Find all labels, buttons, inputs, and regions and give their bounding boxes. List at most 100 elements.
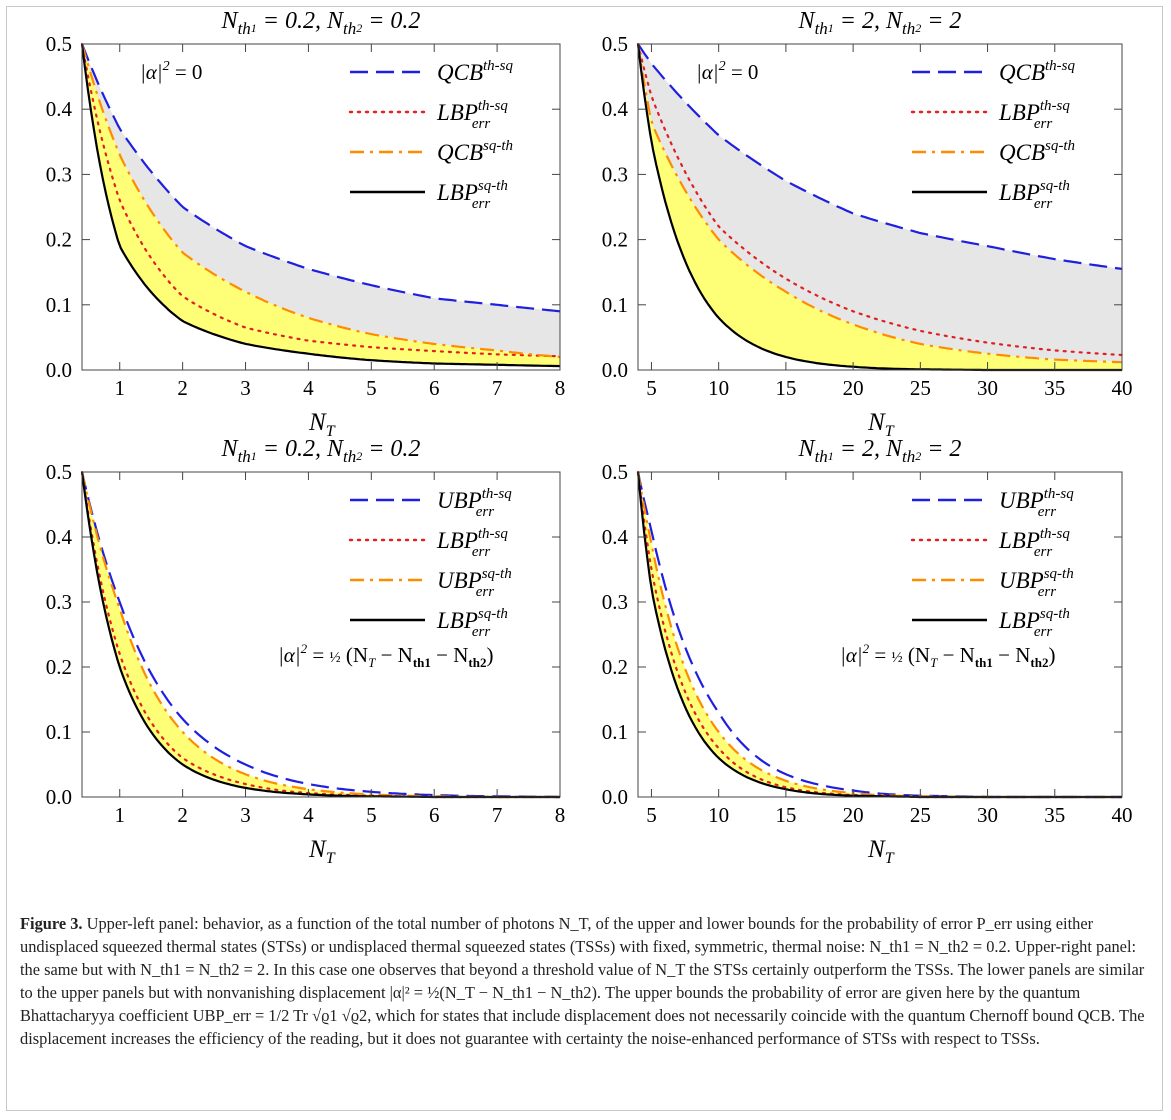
x-tick-label: 8 [555, 803, 566, 827]
x-tick-label: 30 [977, 376, 998, 400]
x-tick-label: 5 [646, 803, 657, 827]
x-tick-label: 25 [910, 803, 931, 827]
x-tick-label: 40 [1112, 376, 1133, 400]
x-tick-label: 2 [177, 376, 188, 400]
y-tick-label: 0.5 [46, 32, 72, 56]
y-tick-label: 0.3 [46, 162, 72, 186]
alpha-annotation: |α|2 = ½ (NT − Nth1 − Nth2) [840, 641, 1055, 670]
legend-label: LBPsq-th err [436, 606, 508, 640]
series-line-3 [80, 43, 561, 359]
legend-label: QCBsq-th [999, 138, 1075, 165]
x-tick-label: 4 [303, 803, 314, 827]
gray-fill-region [638, 44, 1122, 363]
panel-title: Nth1 = 0.2, Nth2 = 0.2 [221, 8, 421, 38]
x-tick-label: 5 [366, 376, 377, 400]
y-tick-label: 0.5 [602, 32, 628, 56]
y-tick-label: 0.2 [602, 228, 628, 252]
x-tick-label: 35 [1044, 376, 1065, 400]
panel-title: Nth1 = 0.2, Nth2 = 0.2 [221, 436, 421, 466]
chart-panel-2: 0.00.10.20.30.40.55 10 15 20 25 30 35 40NTNth1 … [602, 8, 1133, 440]
x-tick-label: 8 [555, 376, 566, 400]
panel-title: Nth1 = 2, Nth2 = 2 [798, 8, 962, 38]
x-tick-label: 3 [240, 803, 251, 827]
figure-frame [6, 6, 1163, 1111]
x-tick-label: 3 [240, 376, 251, 400]
x-tick-label: 5 [646, 376, 657, 400]
panel-title: Nth1 = 2, Nth2 = 2 [798, 436, 962, 466]
y-tick-label: 0.3 [602, 162, 628, 186]
legend-label: LBPth-sq err [998, 98, 1070, 132]
plot-frame [81, 471, 561, 798]
y-tick-label: 0.0 [46, 358, 72, 382]
x-tick-label: 7 [492, 376, 503, 400]
x-tick-label: 7 [492, 803, 503, 827]
legend-label: UBPsq-th err [437, 566, 512, 600]
y-tick-label: 0.1 [602, 720, 628, 744]
caption-text: Upper-left panel: behavior, as a functio… [20, 914, 1145, 1048]
x-tick-label: 6 [429, 803, 440, 827]
legend-label: UBPth-sq err [999, 486, 1074, 520]
x-tick-label: 35 [1044, 803, 1065, 827]
x-tick-label: 4 [303, 376, 314, 400]
x-tick-label: 15 [775, 803, 796, 827]
plot-frame [637, 43, 1123, 371]
legend-label: LBPth-sq err [998, 526, 1070, 560]
series-line-1 [637, 43, 1123, 270]
x-tick-label: 10 [708, 376, 729, 400]
x-tick-label: 20 [843, 803, 864, 827]
x-tick-label: 5 [366, 803, 377, 827]
plot-frame [81, 43, 561, 371]
y-tick-label: 0.4 [602, 97, 629, 121]
y-tick-label: 0.3 [46, 590, 72, 614]
chart-panel-4: 0.0 0.1 0.2 0.3 0.4 0.5 5 10 15 20 25 30 35 40 NT Nth1 … [602, 436, 1133, 867]
x-axis-label: NT [867, 836, 895, 867]
y-tick-label: 0.5 [46, 460, 72, 484]
x-tick-label: 15 [775, 376, 796, 400]
legend-label: QCBth-sq [437, 58, 514, 85]
legend-label: LBPsq-th err [436, 178, 508, 212]
alpha-annotation: |α|2 = 0 [696, 59, 758, 84]
y-tick-label: 0.0 [46, 785, 72, 809]
x-tick-label: 1 [114, 803, 125, 827]
caption-label: Figure 3. [20, 914, 83, 933]
x-tick-label: 30 [977, 803, 998, 827]
series-line-2 [80, 470, 562, 799]
legend-label: LBPsq-th err [998, 178, 1070, 212]
y-tick-label: 0.4 [46, 97, 73, 121]
y-tick-label: 0.0 [602, 358, 628, 382]
x-tick-label: 1 [114, 376, 125, 400]
y-tick-label: 0.4 [46, 525, 73, 549]
x-tick-label: 25 [910, 376, 931, 400]
legend-label: UBPth-sq err [437, 486, 512, 520]
x-tick-label: 20 [843, 376, 864, 400]
y-tick-label: 0.0 [602, 785, 628, 809]
legend-label: LBPsq-th err [998, 606, 1070, 640]
legend-label: LBPth-sq err [436, 98, 508, 132]
y-tick-label: 0.5 [602, 460, 628, 484]
y-tick-label: 0.4 [602, 525, 629, 549]
gray-fill-region [82, 44, 560, 357]
figure-caption: Figure 3. Upper-left panel: behavior, as… [20, 912, 1148, 1050]
plot-frame [637, 471, 1123, 798]
y-tick-label: 0.1 [46, 293, 72, 317]
y-tick-label: 0.2 [46, 655, 72, 679]
y-tick-label: 0.1 [46, 720, 72, 744]
legend-label: LBPth-sq err [436, 526, 508, 560]
figure-panels: 0.0 0.1 0.2 0.3 0.4 0.5 1 2 3 4 5 6 7 8 NT Nth1 = 0.2, … [46, 8, 1133, 867]
x-tick-label: 10 [708, 803, 729, 827]
legend-label: QCBsq-th [437, 138, 513, 165]
alpha-annotation: |α|2 = 0 [140, 59, 202, 84]
yellow-fill-region [82, 44, 560, 367]
x-tick-label: 2 [177, 803, 188, 827]
yellow-fill-region [638, 44, 1122, 370]
x-tick-label: 40 [1112, 803, 1133, 827]
x-tick-label: 6 [429, 376, 440, 400]
legend-label: QCBth-sq [999, 58, 1076, 85]
x-axis-label: NT [308, 836, 336, 867]
series-line-2 [636, 42, 1124, 357]
y-tick-label: 0.2 [46, 228, 72, 252]
series-line-3 [636, 43, 1123, 364]
series-line-2 [80, 42, 562, 358]
y-tick-label: 0.3 [602, 590, 628, 614]
